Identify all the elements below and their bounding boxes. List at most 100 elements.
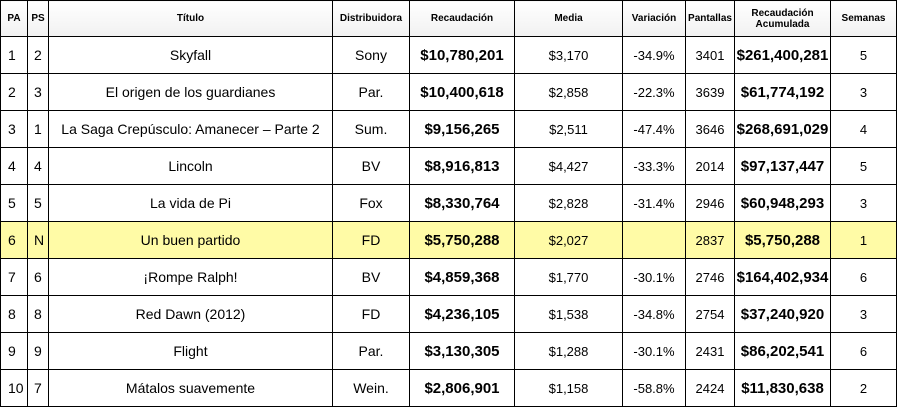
cell-media: $4,427: [514, 147, 623, 185]
cell-ps: 9: [27, 332, 49, 370]
cell-titulo: La vida de Pi: [48, 184, 333, 222]
cell-pantallas: 2746: [685, 258, 735, 296]
cell-recaudacion: $10,780,201: [409, 36, 515, 74]
cell-distribuidora: FD: [332, 295, 410, 333]
table-row: 2 3 El origen de los guardianes Par. $10…: [0, 73, 897, 111]
cell-pa: 9: [0, 332, 28, 370]
cell-pa: 10: [0, 369, 28, 407]
cell-acumulada: $97,137,447: [734, 147, 831, 185]
cell-pa: 1: [0, 36, 28, 74]
table-row: 7 6 ¡Rompe Ralph! BV $4,859,368 $1,770 -…: [0, 258, 897, 296]
cell-recaudacion: $10,400,618: [409, 73, 515, 111]
header-recaudacion-acumulada: Recaudación Acumulada: [734, 0, 831, 37]
header-pantallas: Pantallas: [685, 0, 735, 37]
cell-pa: 7: [0, 258, 28, 296]
header-recaudacion: Recaudación: [409, 0, 515, 37]
cell-pa: 5: [0, 184, 28, 222]
table-row: 1 2 Skyfall Sony $10,780,201 $3,170 -34.…: [0, 36, 897, 74]
cell-pantallas: 2946: [685, 184, 735, 222]
cell-recaudacion: $2,806,901: [409, 369, 515, 407]
cell-semanas: 1: [830, 221, 897, 259]
cell-titulo: El origen de los guardianes: [48, 73, 333, 111]
table-row: 4 4 Lincoln BV $8,916,813 $4,427 -33.3% …: [0, 147, 897, 185]
table-row: 8 8 Red Dawn (2012) FD $4,236,105 $1,538…: [0, 295, 897, 333]
cell-ps: 5: [27, 184, 49, 222]
cell-semanas: 3: [830, 73, 897, 111]
cell-variacion: -22.3%: [622, 73, 686, 111]
cell-distribuidora: Fox: [332, 184, 410, 222]
cell-variacion: -34.9%: [622, 36, 686, 74]
cell-distribuidora: BV: [332, 258, 410, 296]
cell-semanas: 3: [830, 295, 897, 333]
cell-pa: 3: [0, 110, 28, 148]
cell-titulo: Un buen partido: [48, 221, 333, 259]
cell-pantallas: 3401: [685, 36, 735, 74]
cell-acumulada: $5,750,288: [734, 221, 831, 259]
cell-acumulada: $61,774,192: [734, 73, 831, 111]
table-row: 3 1 La Saga Crepúsculo: Amanecer – Parte…: [0, 110, 897, 148]
cell-variacion: -34.8%: [622, 295, 686, 333]
header-titulo: Título: [48, 0, 333, 37]
header-row: PA PS Título Distribuidora Recaudación M…: [0, 0, 897, 37]
cell-acumulada: $37,240,920: [734, 295, 831, 333]
cell-semanas: 4: [830, 110, 897, 148]
cell-pantallas: 2754: [685, 295, 735, 333]
header-media: Media: [514, 0, 623, 37]
cell-semanas: 5: [830, 36, 897, 74]
header-variacion: Variación: [622, 0, 686, 37]
cell-variacion: -30.1%: [622, 258, 686, 296]
cell-media: $2,858: [514, 73, 623, 111]
cell-titulo: Skyfall: [48, 36, 333, 74]
cell-recaudacion: $9,156,265: [409, 110, 515, 148]
cell-recaudacion: $4,236,105: [409, 295, 515, 333]
table-row-highlighted: 6 N Un buen partido FD $5,750,288 $2,027…: [0, 221, 897, 259]
cell-distribuidora: BV: [332, 147, 410, 185]
cell-ps: 7: [27, 369, 49, 407]
header-ps: PS: [27, 0, 49, 37]
cell-semanas: 6: [830, 258, 897, 296]
cell-ps: N: [27, 221, 49, 259]
table-row: 9 9 Flight Par. $3,130,305 $1,288 -30.1%…: [0, 332, 897, 370]
cell-semanas: 3: [830, 184, 897, 222]
cell-titulo: ¡Rompe Ralph!: [48, 258, 333, 296]
cell-acumulada: $86,202,541: [734, 332, 831, 370]
cell-media: $2,828: [514, 184, 623, 222]
cell-pa: 4: [0, 147, 28, 185]
cell-pantallas: 2431: [685, 332, 735, 370]
cell-recaudacion: $8,916,813: [409, 147, 515, 185]
cell-variacion: -47.4%: [622, 110, 686, 148]
cell-pantallas: 2424: [685, 369, 735, 407]
cell-ps: 4: [27, 147, 49, 185]
cell-distribuidora: Sony: [332, 36, 410, 74]
cell-titulo: La Saga Crepúsculo: Amanecer – Parte 2: [48, 110, 333, 148]
cell-recaudacion: $5,750,288: [409, 221, 515, 259]
cell-pantallas: 2837: [685, 221, 735, 259]
cell-acumulada: $60,948,293: [734, 184, 831, 222]
cell-pantallas: 3639: [685, 73, 735, 111]
cell-recaudacion: $4,859,368: [409, 258, 515, 296]
cell-pa: 8: [0, 295, 28, 333]
cell-recaudacion: $8,330,764: [409, 184, 515, 222]
cell-semanas: 5: [830, 147, 897, 185]
cell-media: $2,511: [514, 110, 623, 148]
cell-distribuidora: Wein.: [332, 369, 410, 407]
cell-distribuidora: FD: [332, 221, 410, 259]
cell-media: $1,770: [514, 258, 623, 296]
cell-pantallas: 2014: [685, 147, 735, 185]
cell-variacion: -33.3%: [622, 147, 686, 185]
table-row: 10 7 Mátalos suavemente Wein. $2,806,901…: [0, 369, 897, 407]
cell-variacion: -58.8%: [622, 369, 686, 407]
cell-titulo: Flight: [48, 332, 333, 370]
cell-recaudacion: $3,130,305: [409, 332, 515, 370]
cell-media: $1,538: [514, 295, 623, 333]
cell-media: $3,170: [514, 36, 623, 74]
cell-pantallas: 3646: [685, 110, 735, 148]
cell-acumulada: $268,691,029: [734, 110, 831, 148]
cell-titulo: Lincoln: [48, 147, 333, 185]
cell-ps: 3: [27, 73, 49, 111]
cell-distribuidora: Par.: [332, 332, 410, 370]
cell-semanas: 2: [830, 369, 897, 407]
cell-variacion: [622, 221, 686, 259]
cell-ps: 2: [27, 36, 49, 74]
